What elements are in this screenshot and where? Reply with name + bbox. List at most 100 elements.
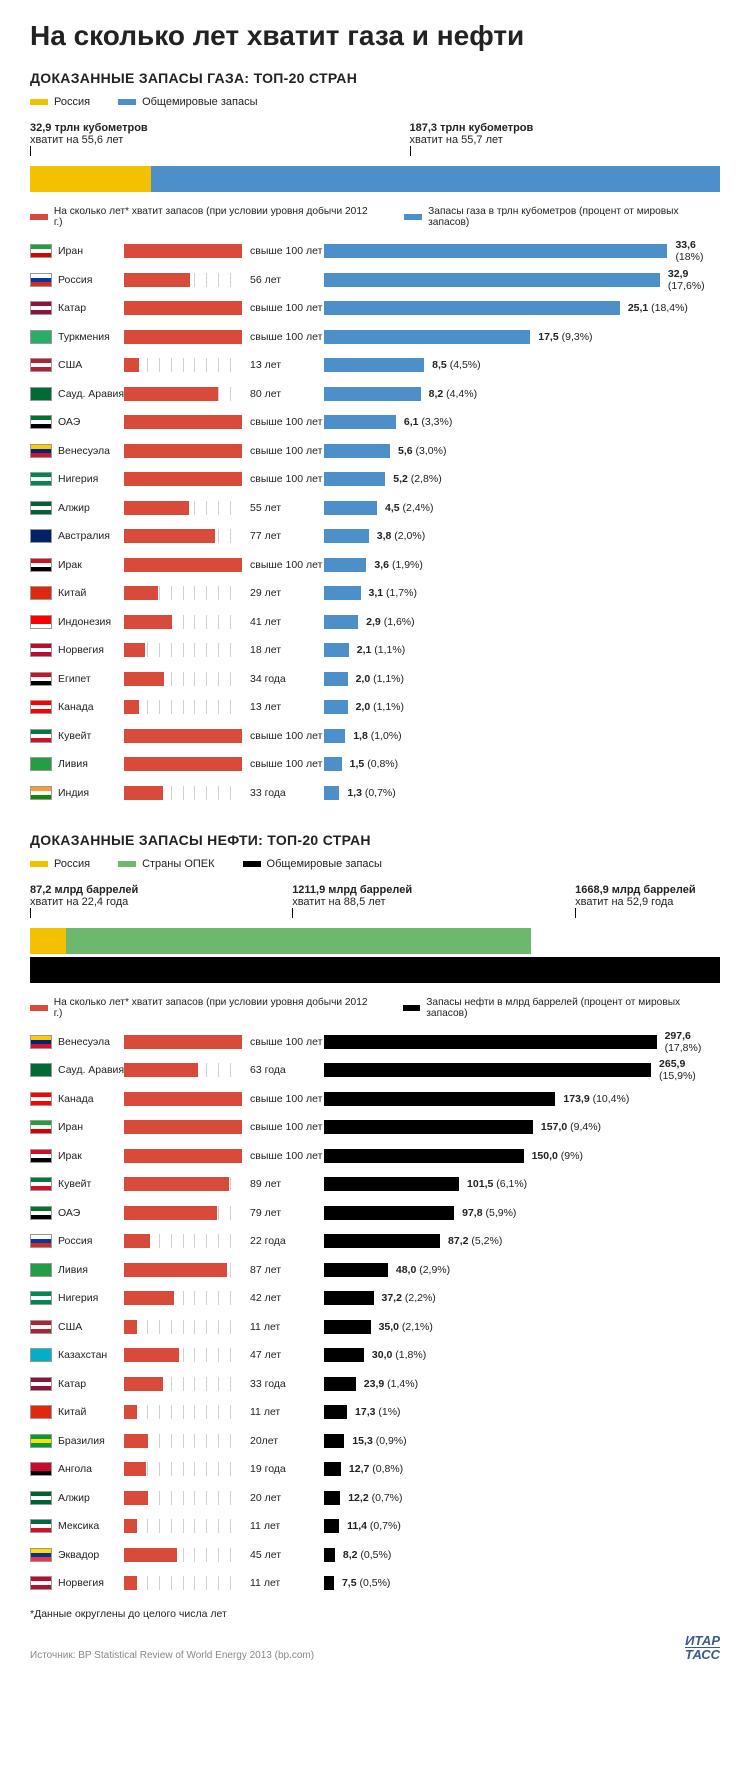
reserves-label: 2,0 (1,1%) bbox=[356, 701, 404, 713]
reserves-bar bbox=[324, 558, 366, 572]
country-name: Ливия bbox=[58, 758, 124, 770]
flag-icon bbox=[30, 643, 52, 657]
years-label: свыше 100 лет bbox=[250, 331, 322, 343]
reserves-bar bbox=[324, 615, 358, 629]
years-bar bbox=[124, 1263, 242, 1277]
reserves-bar bbox=[324, 415, 396, 429]
reserves-bar bbox=[324, 1263, 388, 1277]
reserves-label: 5,6 (3,0%) bbox=[398, 445, 446, 457]
data-row: Австралия77 лет3,8 (2,0%) bbox=[30, 525, 720, 547]
country-name: Венесуэла bbox=[58, 445, 124, 457]
country-name: Катар bbox=[58, 302, 124, 314]
reserves-label: 4,5 (2,4%) bbox=[385, 502, 433, 514]
flag-icon bbox=[30, 729, 52, 743]
reserves-label: 37,2 (2,2%) bbox=[382, 1292, 436, 1304]
data-row: Ираксвыше 100 лет150,0 (9%) bbox=[30, 1145, 720, 1167]
reserves-label: 23,9 (1,4%) bbox=[364, 1378, 418, 1390]
reserves-label: 265,9 (15,9%) bbox=[659, 1058, 720, 1082]
data-row: Индонезия41 лет2,9 (1,6%) bbox=[30, 611, 720, 633]
gas-section: ДОКАЗАННЫЕ ЗАПАСЫ ГАЗА: ТОП-20 СТРАН Рос… bbox=[30, 70, 720, 804]
reserves-label: 30,0 (1,8%) bbox=[372, 1349, 426, 1361]
country-name: США bbox=[58, 1321, 124, 1333]
data-row: Нигериясвыше 100 лет5,2 (2,8%) bbox=[30, 468, 720, 490]
data-row: Кувейтсвыше 100 лет1,8 (1,0%) bbox=[30, 725, 720, 747]
years-label: 42 лет bbox=[250, 1292, 281, 1304]
flag-icon bbox=[30, 757, 52, 771]
years-label: 11 лет bbox=[250, 1577, 280, 1589]
data-row: Ирансвыше 100 лет33,6 (18%) bbox=[30, 240, 720, 262]
years-bar bbox=[124, 1291, 242, 1305]
oil-stacked-bar: 87,2 млрд баррелейхватит на 22,4 года121… bbox=[30, 884, 720, 983]
oil-section-title: ДОКАЗАННЫЕ ЗАПАСЫ НЕФТИ: ТОП-20 СТРАН bbox=[30, 832, 720, 848]
reserves-label: 25,1 (18,4%) bbox=[628, 302, 688, 314]
reserves-label: 33,6 (18%) bbox=[675, 239, 720, 263]
reserves-label: 8,2 (0,5%) bbox=[343, 1549, 391, 1561]
gas-rows: Ирансвыше 100 лет33,6 (18%)Россия56 лет3… bbox=[30, 240, 720, 804]
data-row: США13 лет8,5 (4,5%) bbox=[30, 354, 720, 376]
years-label: свыше 100 лет bbox=[250, 1150, 322, 1162]
reserves-bar bbox=[324, 244, 667, 258]
flag-icon bbox=[30, 1348, 52, 1362]
years-label: 33 года bbox=[250, 787, 286, 799]
flag-icon bbox=[30, 1291, 52, 1305]
data-row: Канада13 лет2,0 (1,1%) bbox=[30, 696, 720, 718]
flag-icon bbox=[30, 1320, 52, 1334]
reserves-bar bbox=[324, 1291, 374, 1305]
years-label: 45 лет bbox=[250, 1549, 281, 1561]
flag-icon bbox=[30, 1548, 52, 1562]
country-name: Венесуэла bbox=[58, 1036, 124, 1048]
years-bar bbox=[124, 558, 242, 572]
reserves-bar bbox=[324, 273, 660, 287]
country-name: Эквадор bbox=[58, 1549, 124, 1561]
years-bar bbox=[124, 1234, 242, 1248]
oil-rows: Венесуэла свыше 100 лет 297,6 (17,8%) Сауд.… bbox=[30, 1031, 720, 1595]
years-label: 89 лет bbox=[250, 1178, 281, 1190]
data-row: Индия33 года1,3 (0,7%) bbox=[30, 782, 720, 804]
reserves-label: 12,2 (0,7%) bbox=[348, 1492, 402, 1504]
years-bar bbox=[124, 301, 242, 315]
flag-icon bbox=[30, 1434, 52, 1448]
data-row: Китай29 лет3,1 (1,7%) bbox=[30, 582, 720, 604]
footnote: *Данные округлены до целого числа лет bbox=[30, 1608, 720, 1620]
years-label: свыше 100 лет bbox=[250, 1121, 322, 1133]
years-label: 19 года bbox=[250, 1463, 286, 1475]
country-name: Алжир bbox=[58, 502, 124, 514]
data-row: Норвегия11 лет7,5 (0,5%) bbox=[30, 1572, 720, 1594]
years-label: 18 лет bbox=[250, 644, 281, 656]
flag-icon bbox=[30, 1206, 52, 1220]
reserves-label: 15,3 (0,9%) bbox=[352, 1435, 406, 1447]
reserves-label: 157,0 (9,4%) bbox=[541, 1121, 601, 1133]
reserves-bar bbox=[324, 1206, 454, 1220]
flag-icon bbox=[30, 358, 52, 372]
reserves-label: 101,5 (6,1%) bbox=[467, 1178, 527, 1190]
country-name: ОАЭ bbox=[58, 1207, 124, 1219]
country-name: Канада bbox=[58, 701, 124, 713]
reserves-bar bbox=[324, 529, 369, 543]
data-row: Алжир55 лет4,5 (2,4%) bbox=[30, 497, 720, 519]
flag-icon bbox=[30, 387, 52, 401]
reserves-bar bbox=[324, 444, 390, 458]
reserves-bar bbox=[324, 729, 345, 743]
years-label: свыше 100 лет bbox=[250, 1093, 322, 1105]
years-label: 56 лет bbox=[250, 274, 281, 286]
country-name: Сауд. Аравия bbox=[58, 1064, 124, 1076]
data-row: Ливиясвыше 100 лет1,5 (0,8%) bbox=[30, 753, 720, 775]
reserves-bar bbox=[324, 1348, 364, 1362]
years-bar bbox=[124, 786, 242, 800]
flag-icon bbox=[30, 586, 52, 600]
country-name: Иран bbox=[58, 245, 124, 257]
reserves-label: 297,6 (17,8%) bbox=[665, 1030, 720, 1054]
reserves-bar bbox=[324, 1320, 371, 1334]
flag-icon bbox=[30, 529, 52, 543]
data-row: Катарсвыше 100 лет25,1 (18,4%) bbox=[30, 297, 720, 319]
flag-icon bbox=[30, 786, 52, 800]
years-bar bbox=[124, 1519, 242, 1533]
reserves-bar bbox=[324, 330, 530, 344]
years-bar bbox=[124, 1434, 242, 1448]
country-name: США bbox=[58, 359, 124, 371]
country-name: ОАЭ bbox=[58, 416, 124, 428]
flag-icon bbox=[30, 1462, 52, 1476]
data-row: Ираксвыше 100 лет3,6 (1,9%) bbox=[30, 554, 720, 576]
country-name: Россия bbox=[58, 274, 124, 286]
data-row: Китай11 лет17,3 (1%) bbox=[30, 1401, 720, 1423]
